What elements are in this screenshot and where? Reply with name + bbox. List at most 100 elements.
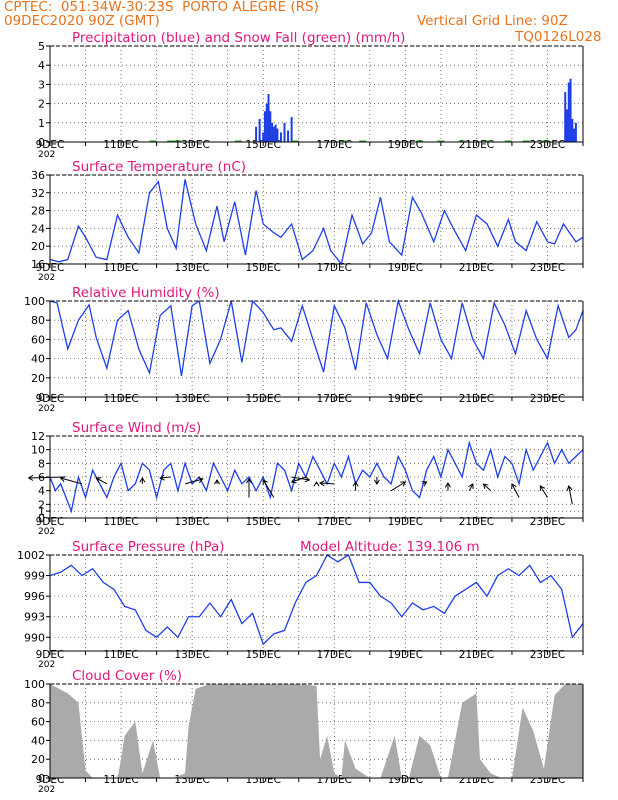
x-tick-label: 19DEC	[388, 262, 423, 274]
panel-title: Surface Pressure (hPa)	[72, 539, 225, 555]
snow-bar	[458, 140, 466, 142]
wind-vector	[483, 483, 491, 492]
x-tick-label: 15DEC	[245, 393, 280, 405]
precip-bar	[272, 126, 275, 142]
wind-arrowhead	[245, 478, 252, 484]
snow-bar	[504, 140, 512, 142]
header-datetime: 09DEC2020 90Z (GMT)	[4, 13, 160, 29]
snow-bar	[416, 140, 424, 142]
snow-bar	[522, 140, 530, 142]
header-location: CPTEC: 051:34W-30:23S PORTO ALEGRE (RS)	[4, 0, 319, 15]
wind-arrowhead	[468, 483, 474, 490]
wind-vector	[291, 476, 307, 483]
x-tick-label: 23DEC	[530, 262, 565, 274]
wind-arrowhead	[482, 483, 489, 489]
wind-arrowhead	[214, 479, 221, 485]
precip-bar	[271, 122, 274, 142]
y-tick-label: 24	[31, 222, 45, 235]
y-tick-label: 0	[38, 512, 45, 525]
y-tick-label: 40	[31, 734, 45, 747]
wind-arrowhead	[373, 479, 380, 485]
precip-bar	[258, 118, 261, 142]
y-tick-label: 20	[31, 753, 45, 766]
panel-title: Cloud Cover (%)	[72, 668, 182, 684]
precip-bar	[566, 109, 569, 142]
series-line	[49, 298, 584, 376]
panel-title: Surface Wind (m/s)	[72, 420, 201, 436]
y-tick-label: 20	[31, 372, 45, 385]
x-tick-label: 13DEC	[174, 649, 209, 661]
y-tick-label: 100	[24, 295, 45, 308]
y-tick-label: 80	[31, 314, 45, 327]
wind-vector	[95, 477, 108, 485]
wind-vector	[60, 477, 83, 485]
x-year-stub: 202	[38, 404, 55, 414]
snow-bar	[167, 140, 175, 142]
x-tick-label: 11DEC	[103, 262, 138, 274]
wind-arrowhead	[95, 477, 102, 483]
snow-bar	[234, 140, 242, 142]
snow-bar	[540, 140, 548, 142]
y-tick-label: 60	[31, 716, 45, 729]
x-year-stub: 202	[38, 785, 55, 795]
y-tick-label: 4	[38, 59, 45, 72]
y-tick-label: 990	[24, 631, 45, 644]
y-tick-label: 3	[38, 78, 45, 91]
x-tick-label: 23DEC	[530, 139, 565, 151]
wind-arrowhead	[313, 481, 320, 487]
precip-bar	[564, 92, 567, 142]
precip-bar	[571, 118, 574, 142]
y-tick-label: 0	[38, 391, 45, 404]
y-tick-label: 1	[38, 505, 45, 518]
x-tick-label: 17DEC	[317, 649, 352, 661]
y-tick-label: 993	[24, 611, 45, 624]
precip-bar	[567, 82, 570, 142]
snow-bar	[359, 140, 367, 142]
precip-bar	[274, 124, 277, 142]
header-code: TQ0126L028	[515, 29, 602, 45]
x-tick-label: 15DEC	[245, 262, 280, 274]
y-tick-label: 8	[38, 457, 45, 470]
precip-bar	[279, 132, 282, 142]
precip-bar	[262, 132, 265, 142]
x-tick-label: 21DEC	[459, 262, 494, 274]
y-tick-label: 1002	[17, 549, 45, 562]
precip-bar	[290, 117, 293, 142]
wind-arrowhead	[290, 477, 297, 484]
snow-bar	[291, 140, 299, 142]
precip-bar	[573, 128, 576, 142]
wind-arrowhead	[352, 481, 359, 487]
wind-arrowhead	[511, 483, 517, 490]
snow-bar	[483, 140, 491, 142]
x-tick-label: 11DEC	[103, 139, 138, 151]
x-year-stub: 202	[38, 273, 55, 283]
y-tick-label: 996	[24, 590, 45, 603]
precip-bar	[255, 126, 258, 142]
x-tick-label: 13DEC	[174, 393, 209, 405]
y-tick-label: 10	[31, 444, 45, 457]
series-line	[49, 179, 584, 266]
x-tick-label: 11DEC	[103, 649, 138, 661]
x-tick-label: 9DEC	[36, 262, 65, 274]
x-tick-label: 15DEC	[245, 516, 280, 528]
wind-arrowhead	[59, 476, 66, 482]
x-tick-label: 21DEC	[459, 649, 494, 661]
wind-arrowhead	[197, 477, 204, 483]
wind-vector	[320, 482, 335, 485]
wind-arrowhead	[539, 485, 546, 492]
wind-arrowhead	[304, 476, 311, 483]
y-tick-label: 100	[24, 678, 45, 691]
precip-bar	[267, 94, 270, 142]
precip-bar	[283, 122, 286, 142]
x-tick-label: 17DEC	[317, 393, 352, 405]
precip-bar	[265, 103, 268, 142]
y-tick-label: 2	[38, 98, 45, 111]
y-tick-label: 4	[38, 485, 45, 498]
wind-vector	[184, 478, 203, 485]
series-line	[49, 554, 584, 646]
x-tick-label: 11DEC	[103, 516, 138, 528]
snow-bar	[149, 140, 157, 142]
x-tick-label: 9DEC	[36, 649, 65, 661]
x-tick-label: 17DEC	[317, 516, 352, 528]
